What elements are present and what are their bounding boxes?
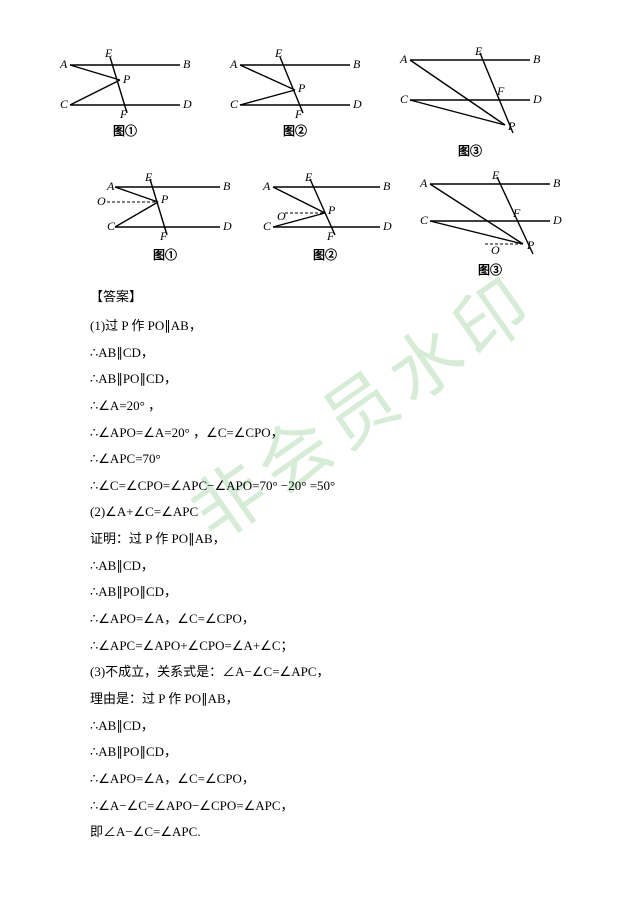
step-line: ∴AB∥CD， (90, 553, 585, 580)
svg-text:A: A (419, 176, 428, 190)
svg-text:A: A (262, 179, 271, 193)
diagram-fig1-bottom: A B C D E P F O (95, 169, 235, 244)
svg-text:D: D (382, 219, 392, 233)
svg-text:D: D (222, 219, 232, 233)
svg-text:A: A (106, 179, 115, 193)
step-line: (1)过 P 作 PO∥AB， (90, 313, 585, 340)
step-line: ∴AB∥CD， (90, 713, 585, 740)
svg-text:C: C (60, 97, 69, 111)
svg-text:P: P (327, 203, 336, 217)
step-line: ∴∠APO=∠A=20° ，∠C=∠CPO， (90, 420, 585, 447)
step-line: (3)不成立，关系式是：∠A−∠C=∠APC， (90, 659, 585, 686)
svg-text:F: F (294, 107, 303, 120)
step-line: 证明：过 P 作 PO∥AB， (90, 526, 585, 553)
diagram-fig1-top: A B C D E P F (55, 45, 195, 120)
svg-text:P: P (526, 238, 535, 252)
svg-text:D: D (352, 97, 362, 111)
svg-text:B: B (533, 52, 541, 66)
svg-text:O: O (277, 209, 286, 223)
svg-text:C: C (107, 219, 116, 233)
svg-text:D: D (552, 213, 562, 227)
svg-text:B: B (183, 57, 191, 71)
svg-text:C: C (263, 219, 272, 233)
svg-text:O: O (97, 194, 106, 208)
diagram-fig2-bottom: A B C D E P F O (255, 169, 395, 244)
figure-2-bottom: A B C D E P F O 图② (255, 169, 395, 278)
step-line: (2)∠A+∠C=∠APC (90, 499, 585, 526)
fig-label: 图② (225, 122, 365, 139)
figure-1-bottom: A B C D E P F O 图① (95, 169, 235, 278)
svg-text:B: B (553, 176, 561, 190)
svg-text:O: O (491, 243, 500, 257)
svg-text:B: B (223, 179, 231, 193)
svg-text:F: F (512, 206, 521, 220)
svg-text:A: A (229, 57, 238, 71)
step-line: ∴AB∥CD， (90, 340, 585, 367)
svg-text:E: E (274, 46, 283, 60)
svg-text:P: P (297, 81, 306, 95)
svg-text:D: D (182, 97, 192, 111)
fig-label: 图① (55, 122, 195, 139)
svg-text:E: E (144, 170, 153, 184)
figure-2-top: A B C D E P F 图② (225, 45, 365, 159)
svg-text:A: A (399, 52, 408, 66)
svg-text:E: E (304, 170, 313, 184)
step-line: ∴AB∥PO∥CD， (90, 739, 585, 766)
answer-label: 【答案】 (90, 286, 585, 305)
step-line: ∴∠APO=∠A，∠C=∠CPO， (90, 606, 585, 633)
svg-text:B: B (383, 179, 391, 193)
diagram-fig3-top: A B C D E F P (395, 45, 545, 140)
fig-label: 图③ (395, 142, 545, 159)
svg-text:F: F (159, 229, 168, 243)
figure-3-top: A B C D E F P 图③ (395, 45, 545, 159)
step-line: ∴∠APO=∠A，∠C=∠CPO， (90, 766, 585, 793)
svg-text:E: E (104, 46, 113, 60)
figure-3-bottom: A B C D E F P O 图③ (415, 169, 565, 278)
svg-text:C: C (230, 97, 239, 111)
step-line: ∴∠APC=70° (90, 446, 585, 473)
step-line: ∴∠C=∠CPO=∠APC−∠APO=70° −20° =50° (90, 473, 585, 500)
step-line: ∴∠APC=∠APO+∠CPO=∠A+∠C； (90, 633, 585, 660)
svg-text:P: P (122, 72, 131, 86)
step-line: 理由是：过 P 作 PO∥AB， (90, 686, 585, 713)
svg-text:P: P (160, 192, 169, 206)
step-line: ∴∠A−∠C=∠APO−∠CPO=∠APC， (90, 793, 585, 820)
step-line: ∴AB∥PO∥CD， (90, 579, 585, 606)
step-line: 即∠A−∠C=∠APC. (90, 819, 585, 846)
svg-text:F: F (119, 107, 128, 120)
fig-label: 图③ (415, 261, 565, 278)
figure-1-top: A B C D E P F 图① (55, 45, 195, 159)
step-line: ∴∠A=20° ， (90, 393, 585, 420)
svg-text:A: A (59, 57, 68, 71)
svg-text:F: F (496, 84, 505, 98)
svg-text:E: E (474, 45, 483, 58)
fig-label: 图② (255, 246, 395, 263)
svg-text:F: F (326, 229, 335, 243)
diagram-fig2-top: A B C D E P F (225, 45, 365, 120)
page-content: A B C D E P F 图① A B C D E (0, 0, 640, 866)
figure-row-top: A B C D E P F 图① A B C D E (55, 45, 585, 159)
svg-text:D: D (532, 92, 542, 106)
diagram-fig3-bottom: A B C D E F P O (415, 169, 565, 259)
svg-text:E: E (491, 169, 500, 182)
svg-text:C: C (400, 92, 409, 106)
figure-row-bottom: A B C D E P F O 图① A B C D (95, 169, 585, 278)
fig-label: 图① (95, 246, 235, 263)
svg-text:P: P (507, 119, 516, 133)
svg-text:C: C (420, 213, 429, 227)
svg-text:B: B (353, 57, 361, 71)
step-line: ∴AB∥PO∥CD， (90, 366, 585, 393)
